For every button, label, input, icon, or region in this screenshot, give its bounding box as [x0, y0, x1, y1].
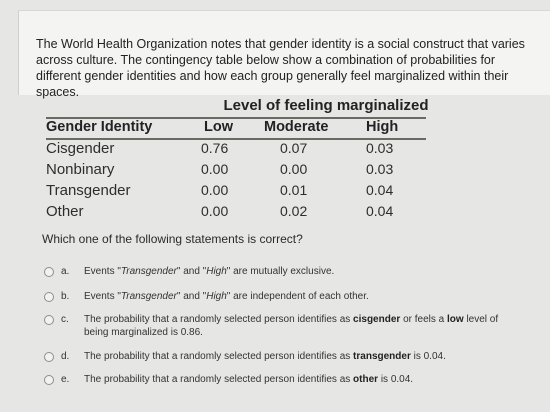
- cell-low: 0.00: [201, 203, 229, 219]
- option-text[interactable]: The probability that a randomly selected…: [84, 374, 414, 385]
- option-letter: b.: [61, 291, 70, 302]
- cell-moderate: 0.07: [280, 140, 308, 156]
- column-header-low: Low: [204, 119, 233, 135]
- cell-moderate: 0.01: [280, 182, 308, 198]
- option-text[interactable]: The probability that a randomly selected…: [84, 351, 446, 362]
- option-letter: a.: [61, 266, 70, 277]
- row-label: Transgender: [46, 182, 131, 199]
- option-letter: d.: [61, 351, 70, 362]
- row-label: Cisgender: [46, 140, 115, 157]
- question-prompt: Which one of the following statements is…: [42, 232, 303, 246]
- table-group-header: Level of feeling marginalized: [223, 97, 429, 114]
- cell-low: 0.76: [201, 140, 229, 156]
- option-text[interactable]: Events "Transgender" and "High" are mutu…: [84, 266, 335, 277]
- cell-low: 0.00: [201, 182, 229, 198]
- cell-moderate: 0.02: [280, 203, 308, 219]
- cell-moderate: 0.00: [280, 161, 308, 177]
- radio-button-a[interactable]: [44, 267, 54, 277]
- cell-high: 0.04: [366, 182, 394, 198]
- table-rule-header: [46, 138, 426, 140]
- radio-button-d[interactable]: [44, 352, 54, 362]
- cell-high: 0.03: [366, 140, 394, 156]
- radio-button-e[interactable]: [44, 375, 54, 385]
- intro-paragraph: The World Health Organization notes that…: [36, 37, 525, 99]
- column-header-moderate: Moderate: [264, 119, 329, 135]
- row-header: Gender Identity: [46, 119, 153, 135]
- table-row: Other 0.00 0.02 0.04: [46, 203, 426, 224]
- cell-high: 0.04: [366, 203, 394, 219]
- option-text[interactable]: The probability that a randomly selected…: [84, 314, 499, 338]
- table-row: Cisgender 0.76 0.07 0.03: [46, 140, 426, 161]
- column-header-high: High: [366, 119, 399, 135]
- table-row: Nonbinary 0.00 0.00 0.03: [46, 161, 426, 182]
- cell-low: 0.00: [201, 161, 229, 177]
- cell-high: 0.03: [366, 161, 394, 177]
- row-label: Nonbinary: [46, 161, 115, 178]
- option-text[interactable]: Events "Transgender" and "High" are inde…: [84, 291, 369, 302]
- radio-button-c[interactable]: [44, 315, 54, 325]
- table-rule-top: [46, 117, 426, 119]
- option-letter: e.: [61, 374, 70, 385]
- radio-button-b[interactable]: [44, 292, 54, 302]
- option-letter: c.: [61, 314, 69, 325]
- row-label: Other: [46, 203, 84, 220]
- question-card: [18, 10, 550, 95]
- table-row: Transgender 0.00 0.01 0.04: [46, 182, 426, 203]
